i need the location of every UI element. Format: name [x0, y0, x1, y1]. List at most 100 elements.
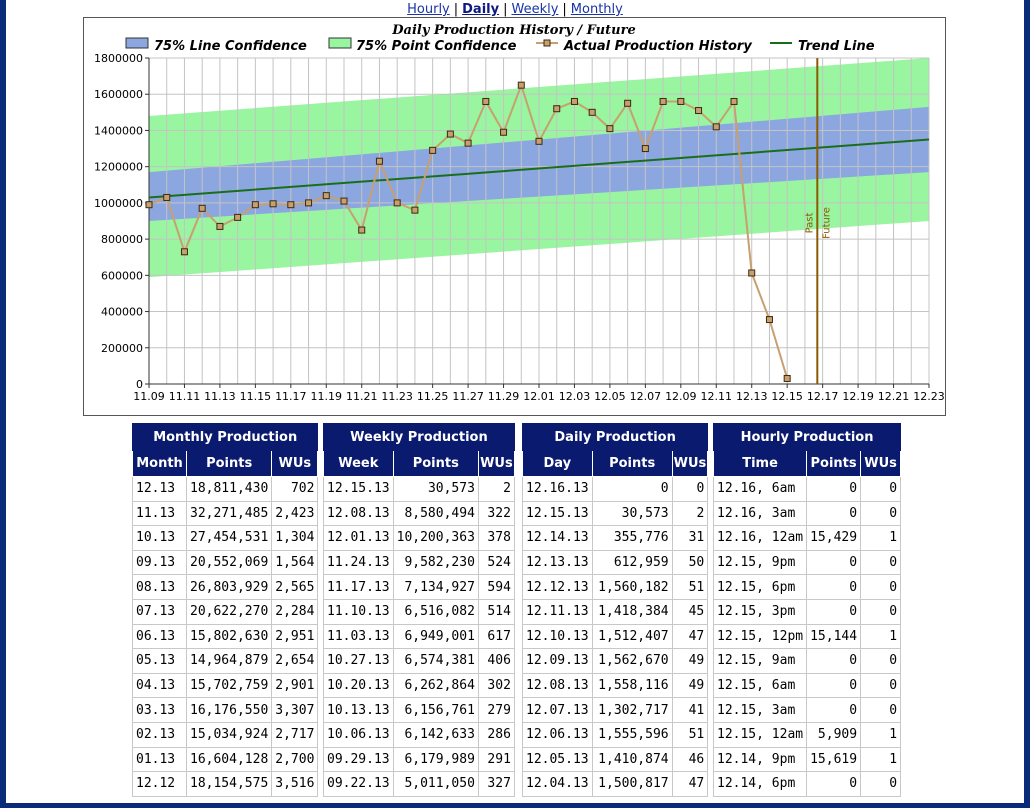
data-point	[251, 201, 259, 209]
table-row: 12.08.13 8,580,494 322	[323, 500, 515, 527]
nav-link-monthly[interactable]: Monthly	[570, 2, 623, 17]
table-cell: 10.13	[132, 525, 187, 551]
trend-line	[148, 138, 930, 199]
nav-link-daily[interactable]: Daily	[462, 2, 500, 17]
x-tick-label: 11.21	[346, 390, 378, 403]
table-cell: 45	[671, 598, 709, 625]
data-point	[145, 201, 153, 209]
table-row: 11.10.13 6,516,082 514	[323, 598, 515, 625]
table-cell: 7,134,927	[392, 574, 479, 600]
table-cell: 1,555,596	[591, 721, 673, 748]
table-cell: 12.15, 6pm	[712, 574, 808, 600]
table-cell: 12.05.13	[522, 746, 593, 773]
table-cell: 0	[860, 648, 902, 674]
data-point	[375, 157, 383, 165]
table-cell: 20,622,270	[185, 598, 273, 625]
table-cell: 30,573	[591, 500, 673, 527]
past-label: Past	[804, 213, 815, 234]
data-point	[269, 200, 277, 208]
table-cell: 0	[806, 500, 862, 527]
table-cell: 18,811,430	[185, 476, 273, 502]
table-title: Hourly Production	[712, 423, 902, 451]
table-row: 12.11.13 1,418,384 45	[522, 598, 709, 625]
table-cell: 49	[671, 648, 709, 674]
table-cell: 279	[477, 697, 515, 723]
data-point	[659, 97, 667, 105]
table-cell: 16,176,550	[185, 697, 273, 723]
table-cell: 617	[477, 623, 515, 650]
table-cell: 12.15, 6am	[712, 672, 808, 699]
table-cell: 0	[806, 672, 862, 699]
table-cell: 6,949,001	[392, 623, 479, 650]
y-tick-label: 200000	[101, 342, 143, 355]
table-row: 12.10.13 1,512,407 47	[522, 623, 709, 650]
table-cell: 0	[806, 648, 862, 674]
table-cell: 16,604,128	[185, 746, 273, 773]
column-header: WUs	[860, 450, 902, 477]
table-cell: 2,423	[271, 500, 319, 527]
table-cell: 8,580,494	[392, 500, 479, 527]
table-cell: 1,500,817	[591, 771, 673, 797]
table-row: 12.08.13 1,558,116 49	[522, 672, 709, 699]
table-row: 12.16, 12am 15,429 1	[712, 525, 902, 551]
data-point	[322, 192, 330, 200]
table-cell: 302	[477, 672, 515, 699]
nav-link-weekly[interactable]: Weekly	[511, 2, 559, 17]
table-cell: 12.11.13	[522, 598, 593, 625]
table-cell: 327	[477, 771, 515, 797]
table-cell: 02.13	[132, 721, 187, 748]
table-cell: 30,573	[392, 476, 479, 502]
x-tick-label: 12.23	[913, 390, 945, 403]
table-row: 12.16, 6am 0 0	[712, 476, 902, 502]
data-point	[712, 123, 720, 131]
table-cell: 5,011,050	[392, 771, 479, 797]
y-tick-label: 1000000	[94, 197, 143, 210]
table-row: 08.13 26,803,929 2,565	[132, 574, 319, 600]
table-cell: 12.15, 3am	[712, 697, 808, 723]
y-tick-label: 1800000	[94, 52, 143, 65]
table-cell: 0	[591, 476, 673, 502]
x-tick-label: 12.19	[842, 390, 874, 403]
table-cell: 702	[271, 476, 319, 502]
x-tick-label: 12.15	[771, 390, 803, 403]
nav-link-hourly[interactable]: Hourly	[407, 2, 450, 17]
column-header: Month	[132, 450, 187, 477]
x-tick-label: 11.23	[381, 390, 413, 403]
table-row: 07.13 20,622,270 2,284	[132, 598, 319, 625]
x-tick-label: 11.11	[169, 390, 201, 403]
column-header: Points	[185, 450, 273, 477]
table-cell: 15,144	[806, 623, 862, 650]
nav-separator: |	[562, 2, 567, 17]
table-row: 11.24.13 9,582,230 524	[323, 549, 515, 576]
table-cell: 2,951	[271, 623, 319, 650]
table-cell: 2,565	[271, 574, 319, 600]
table-cell: 15,702,759	[185, 672, 273, 699]
table-cell: 14,964,879	[185, 648, 273, 674]
table-cell: 11.17.13	[323, 574, 394, 600]
data-point	[730, 97, 738, 105]
table-cell: 355,776	[591, 525, 673, 551]
data-point	[358, 226, 366, 234]
table-cell: 0	[806, 574, 862, 600]
window-frame-bottom	[0, 803, 1030, 808]
data-point	[624, 99, 632, 107]
table-cell: 11.24.13	[323, 549, 394, 576]
table-cell: 49	[671, 672, 709, 699]
table-cell: 41	[671, 697, 709, 723]
period-nav: Hourly | Daily | Weekly | Monthly	[0, 2, 1030, 17]
column-header: WUs	[271, 450, 319, 477]
table-row: 12.05.13 1,410,874 46	[522, 746, 709, 773]
y-tick-label: 1400000	[94, 124, 143, 137]
table-cell: 12.04.13	[522, 771, 593, 797]
data-point	[535, 137, 543, 145]
table-cell: 1	[860, 721, 902, 748]
table-cell: 12.10.13	[522, 623, 593, 650]
table-cell: 10.06.13	[323, 721, 394, 748]
data-point	[570, 97, 578, 105]
table-cell: 1,564	[271, 549, 319, 576]
data-point	[180, 248, 188, 256]
hourly-production-table: Hourly Production Time Points WUs 12.16, 6am…	[712, 423, 902, 797]
table-cell: 09.22.13	[323, 771, 394, 797]
column-header: Points	[392, 450, 479, 477]
legend-swatch-line-confidence	[125, 37, 149, 49]
